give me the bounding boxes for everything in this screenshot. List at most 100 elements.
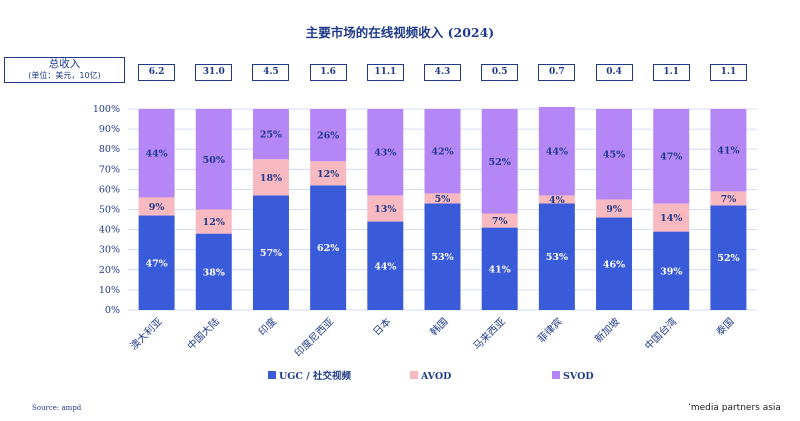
bar-segment [653,203,690,232]
bar-segment [252,159,289,196]
y-tick-label: 50% [99,205,120,216]
bar-segment [310,161,347,186]
data-label: 62% [317,243,339,254]
data-label: 39% [660,266,682,277]
y-tick-label: 100% [93,104,120,115]
total-value: 0.5 [481,64,519,81]
data-label: 45% [603,150,625,161]
y-tick-label: 80% [99,144,120,155]
bar-segment [653,109,690,204]
data-label: 38% [203,267,225,278]
total-value: 1.1 [709,64,747,81]
bar-segment [424,203,461,310]
bar-segment [195,209,232,234]
bar-segment [481,227,518,310]
x-tick-label: 新加坡 [592,315,622,345]
bar-segment [310,109,347,162]
total-value: 0.4 [595,64,633,81]
bar-segment [138,197,175,216]
total-value: 1.6 [309,64,347,81]
y-tick-label: 60% [99,184,120,195]
brand-logo: ʼmedia partners asia [688,403,781,413]
y-tick-label: 30% [99,245,120,256]
legend-label: AVOD [420,371,451,382]
x-tick-label: 印度 [256,315,279,338]
total-value: 6.2 [138,64,176,81]
total-value: 0.7 [538,64,576,81]
bar-segment [424,193,461,204]
total-value: 4.3 [424,64,461,81]
data-label: 14% [660,213,682,224]
data-label: 52% [717,253,739,264]
y-tick-label: 0% [105,305,120,316]
bar-segment [252,195,289,310]
x-tick-label: 中国大陆 [184,315,221,352]
x-tick-label: 中国台湾 [642,315,679,352]
x-tick-label: 马来西亚 [471,316,508,353]
bar-segment [710,205,747,310]
bar-segment [367,109,404,196]
data-label: 5% [435,194,451,205]
legend-swatch [410,371,418,379]
x-tick-label: 印度尼西亚 [292,315,337,360]
data-label: 50% [203,155,225,166]
bar-segment [596,109,633,200]
total-value: 1.1 [652,64,690,81]
bar-segment [596,217,633,310]
data-label: 52% [489,157,511,168]
bar-segment [653,231,690,310]
y-tick-label: 10% [99,285,120,296]
source-note: Source: ampd [32,404,82,412]
x-tick-label: 泰国 [713,315,736,338]
x-tick-label: 菲律宾 [535,315,565,345]
y-tick-label: 70% [99,164,120,175]
x-tick-label: 韩国 [427,315,450,338]
data-label: 9% [149,202,165,213]
bar-segment [310,185,347,310]
data-label: 13% [374,204,396,215]
bar-segment [538,203,575,310]
data-label: 7% [721,194,737,205]
data-label: 12% [317,169,339,180]
bar-segment [138,109,175,198]
bar-segment [424,109,461,194]
data-label: 53% [546,252,568,263]
bar-segment [710,191,747,206]
y-tick-label: 40% [99,225,120,236]
data-label: 44% [546,147,568,158]
bar-segment [252,109,289,160]
data-label: 26% [317,131,339,142]
x-tick-label: 澳大利亚 [127,315,164,352]
data-label: 18% [260,173,282,184]
y-tick-label: 20% [99,265,120,276]
bar-segment [195,109,232,210]
bar-segment [596,199,633,218]
legend-swatch [552,371,560,379]
data-label: 43% [374,148,396,159]
totals-header-line1: 总收入 [48,58,81,70]
legend-label: SVOD [563,371,594,382]
data-label: 7% [492,216,508,227]
totals-header: 总收入 (单位：美元，10亿) [4,57,125,83]
bar-segment [481,213,518,228]
total-value: 11.1 [366,64,404,81]
data-label: 41% [717,146,739,157]
data-label: 44% [145,149,167,160]
y-tick-label: 90% [99,124,120,135]
total-value: 4.5 [252,64,290,81]
data-label: 46% [603,259,625,270]
totals-header-line2: (单位：美元，10亿) [28,71,101,80]
data-label: 12% [203,217,225,228]
bar-segment [138,215,175,310]
bar-segment [481,109,518,214]
bar-segment [367,221,404,310]
data-label: 42% [431,147,453,158]
chart-title: 主要市场的在线视频收入 (2024) [305,25,495,40]
total-value: 31.0 [195,64,233,81]
data-label: 44% [374,261,396,272]
bar-segment [538,195,575,204]
data-label: 4% [549,195,565,206]
bar-segment [195,233,232,310]
data-label: 57% [260,248,282,259]
data-label: 53% [431,252,453,263]
